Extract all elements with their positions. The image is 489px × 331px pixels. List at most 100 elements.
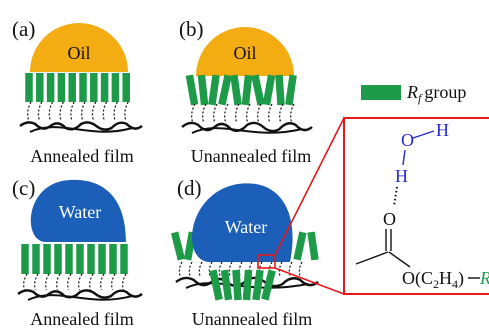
rf-group-buried <box>209 269 276 301</box>
rf-group <box>307 231 319 261</box>
rf-group <box>218 74 232 106</box>
rf-group <box>57 73 66 102</box>
chain-link <box>70 101 75 121</box>
rf-group <box>285 74 297 106</box>
droplet-label: Oil <box>233 43 256 63</box>
panel-d: (d) Water Unannealed film <box>170 176 319 329</box>
rf-group <box>36 73 44 102</box>
rf-group-row <box>21 244 128 274</box>
chain-link <box>37 101 43 121</box>
chain-link <box>279 103 284 123</box>
atom-o-carbonyl: O <box>383 209 396 229</box>
legend-rf-label: Rf group <box>406 82 466 105</box>
chain-link <box>288 261 293 277</box>
chain-link <box>224 103 229 123</box>
chain-link <box>290 103 295 123</box>
chain-link <box>124 101 129 121</box>
rf-group <box>197 74 209 106</box>
polymer-backbone <box>29 126 133 133</box>
film-caption: Annealed film <box>30 146 133 166</box>
rf-group <box>251 74 265 106</box>
polymer-backbone <box>27 294 133 301</box>
chain-link <box>113 101 118 121</box>
rf-group <box>170 231 186 261</box>
zoom-box <box>257 254 276 269</box>
polymer-chains <box>181 103 313 134</box>
bond-oh-lower <box>402 149 406 166</box>
rf-group <box>54 244 62 274</box>
bond-oh <box>412 130 435 139</box>
inset-frame <box>343 117 489 295</box>
rf-group <box>293 231 307 261</box>
rf-group <box>43 244 51 274</box>
atom-o-water: O <box>401 130 414 150</box>
rf-group <box>185 74 199 106</box>
chain-link <box>89 273 94 291</box>
zoom-line-top <box>274 117 345 256</box>
rf-group <box>87 244 95 274</box>
oil-droplet <box>196 27 294 76</box>
droplet-label: Water <box>225 217 268 237</box>
chain-link <box>56 273 61 291</box>
chain-link <box>191 103 196 123</box>
rf-group <box>242 269 253 301</box>
rf-group <box>32 244 40 274</box>
bond-backbone <box>355 251 389 265</box>
polymer-backbone <box>19 121 143 131</box>
water-droplet <box>30 179 126 242</box>
polymer-chains <box>19 101 143 133</box>
chain-link <box>100 273 105 291</box>
chain-link <box>45 273 50 291</box>
rf-label: R <box>479 268 489 288</box>
chain-link <box>235 103 240 123</box>
rf-group <box>252 269 264 301</box>
chain-link <box>228 261 233 277</box>
polymer-backbone <box>17 289 143 299</box>
droplet-label: Water <box>59 202 102 222</box>
rf-group <box>261 269 276 301</box>
zoom-line-bottom <box>274 267 345 295</box>
rf-group-row-tilted <box>185 74 297 106</box>
oil-droplet <box>30 23 128 72</box>
panel-b: (b) Oil Unannealed film <box>179 17 313 166</box>
panel-a: (a) Oil Annealed film <box>12 17 143 166</box>
rf-group <box>25 73 33 102</box>
rf-group <box>230 74 242 106</box>
chain-link <box>59 101 64 121</box>
panel-a-tag: (a) <box>12 17 35 41</box>
chain-link <box>91 101 97 121</box>
rf-group <box>208 74 220 106</box>
zoom-connector <box>274 117 345 295</box>
chain-link <box>188 261 193 277</box>
rf-group <box>21 244 29 274</box>
rf-group <box>109 244 117 274</box>
chain-link <box>178 261 183 277</box>
ester-formula: O(C2H4) <box>402 268 464 291</box>
water-droplet <box>192 183 293 262</box>
panel-b-tag: (b) <box>179 17 204 41</box>
rf-group <box>262 74 276 106</box>
hydrogen-bond <box>393 186 398 207</box>
atom-h-bonding: H <box>395 166 408 186</box>
chain-link <box>122 273 127 291</box>
chain-link <box>218 261 223 277</box>
rf-group <box>98 244 106 274</box>
chain-link <box>102 101 108 121</box>
chain-link <box>257 103 262 123</box>
rf-group <box>275 74 285 106</box>
chain-link <box>27 101 32 121</box>
atom-h-water: H <box>436 120 449 140</box>
rf-group <box>120 244 128 274</box>
chain-link <box>268 103 273 123</box>
chain-link <box>202 103 207 123</box>
rf-group <box>90 73 98 102</box>
chain-link <box>208 261 213 277</box>
chain-link <box>111 273 116 291</box>
rf-group <box>220 269 233 301</box>
rf-group <box>65 244 73 274</box>
panel-d-tag: (d) <box>177 176 202 200</box>
chain-link <box>198 261 203 277</box>
film-caption: Unannealed film <box>192 309 312 329</box>
rf-group <box>232 269 242 301</box>
inset-hydrogen-bond: O H H O O(C2H4) R <box>343 117 489 295</box>
